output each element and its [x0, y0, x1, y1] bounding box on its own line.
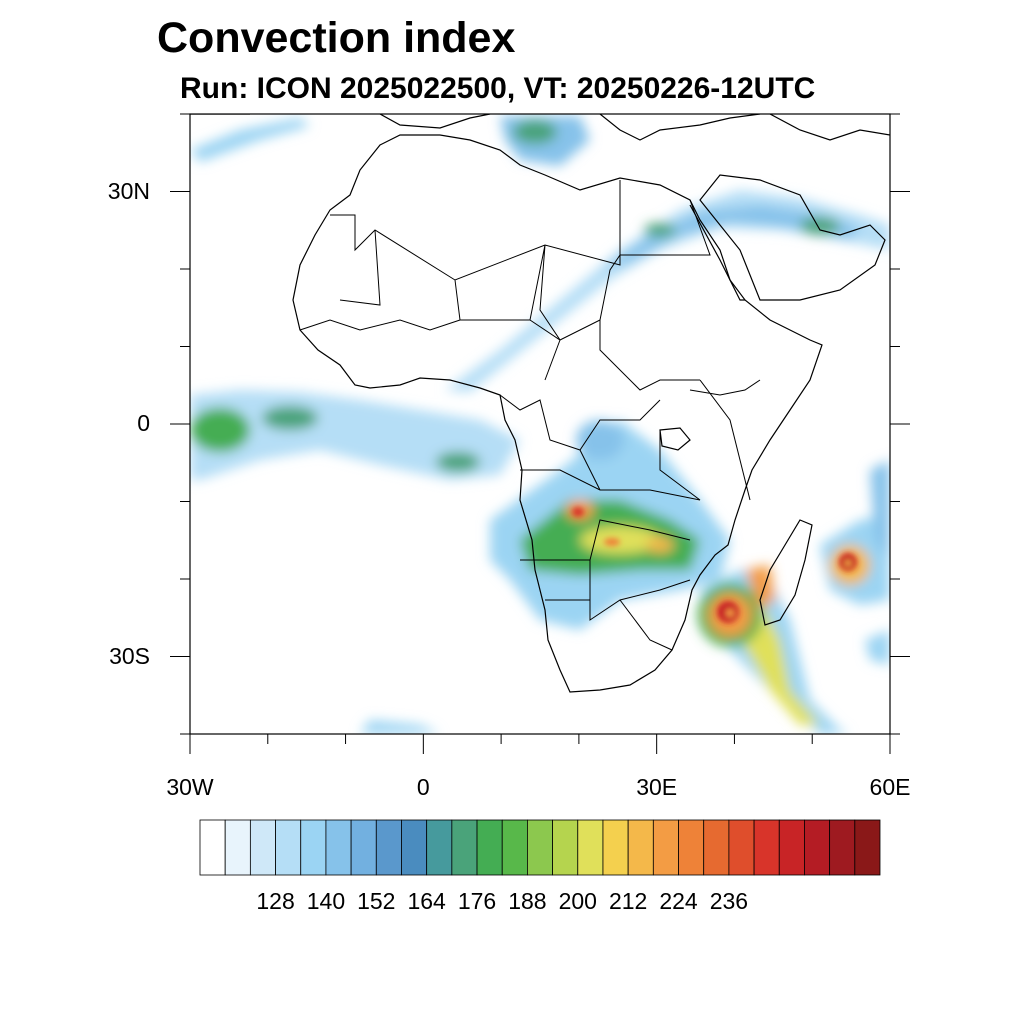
- colorbar-label: 212: [608, 888, 648, 914]
- colorbar-swatch: [199, 819, 226, 876]
- border-east: [659, 379, 761, 501]
- colorbar-swatch: [753, 819, 780, 876]
- atlantic-core-west: [190, 408, 250, 452]
- colorbar-label: 164: [407, 888, 446, 914]
- convection-core-mozambique: [646, 537, 674, 553]
- red-sea-coastline: [689, 204, 745, 301]
- colorbar-label: 224: [659, 888, 698, 914]
- colorbar-swatch: [627, 819, 654, 876]
- cloud-patch-southwest: [360, 720, 440, 734]
- lat-label: 30S: [109, 642, 150, 669]
- colorbar-swatch: [703, 819, 730, 876]
- colorbar-label: 188: [508, 888, 547, 914]
- colorbar-swatch: [249, 819, 276, 876]
- lon-label: 60E: [869, 774, 911, 800]
- colorbar-swatch: [275, 819, 302, 876]
- colorbar-swatch: [451, 819, 478, 876]
- cyclone-east-eye: [845, 560, 851, 566]
- colorbar-label: 176: [457, 888, 497, 914]
- convection-congo: [576, 420, 624, 460]
- colorbar-label: 236: [709, 888, 749, 914]
- lon-label: 0: [416, 774, 430, 800]
- axis-ticks: [170, 113, 910, 754]
- coastlines: [190, 114, 890, 693]
- cyclone-mozambique-eye: [726, 609, 734, 617]
- colorbar-swatch: [804, 819, 831, 876]
- atlantic-core-gulf: [436, 452, 480, 472]
- convection-core-zambia: [580, 526, 660, 554]
- cloud-patch-southeast: [865, 630, 890, 665]
- lake-victoria: [659, 427, 691, 451]
- colorbar-swatch: [678, 819, 705, 876]
- cloud-band-far-east: [870, 460, 890, 560]
- border-southern: [520, 519, 691, 651]
- colorbar-swatch: [778, 819, 805, 876]
- border-central: [499, 394, 701, 501]
- atlantic-core-mid: [262, 406, 318, 430]
- colorbar-swatch: [501, 819, 528, 876]
- colorbar-swatch: [854, 819, 881, 876]
- colorbar-swatch: [552, 819, 579, 876]
- colorbar-swatch: [577, 819, 604, 876]
- colorbar-swatch: [300, 819, 327, 876]
- colorbar-swatch: [350, 819, 377, 876]
- colorbar-swatch: [426, 819, 453, 876]
- colorbar-swatch: [829, 819, 856, 876]
- colorbar-label: 200: [558, 888, 597, 914]
- colorbar-label: 152: [357, 888, 396, 914]
- jet-core-arabia: [800, 217, 840, 235]
- convection-field: [190, 114, 890, 734]
- colorbar-swatch: [375, 819, 402, 876]
- colorbar-label: 140: [306, 888, 346, 914]
- colorbar-swatch: [476, 819, 503, 876]
- chart-subtitle: Run: ICON 2025022500, VT: 20250226-12UTC: [180, 72, 816, 105]
- colorbar-swatch: [527, 819, 553, 876]
- jet-core-egypt: [644, 223, 676, 237]
- colorbar-swatch: [325, 819, 352, 876]
- country-borders: [299, 180, 761, 651]
- colorbar: [199, 819, 881, 876]
- colorbar-label: 128: [256, 888, 295, 914]
- cloud-core-central-med: [513, 120, 557, 144]
- europe-coastline: [190, 114, 890, 141]
- colorbar-swatch: [224, 819, 251, 876]
- colorbar-swatch: [652, 819, 679, 876]
- cloud-band-mediterranean: [190, 118, 310, 162]
- chart-title: Convection index: [157, 14, 516, 62]
- colorbar-swatch: [602, 819, 629, 876]
- convection-hotspot-angola: [572, 507, 584, 517]
- convection-hotspot-zambia: [604, 538, 620, 546]
- madagascar-coastline: [759, 519, 813, 626]
- jet-cloud-band-core: [600, 205, 860, 270]
- lon-label: 30W: [166, 774, 214, 800]
- border-sahel: [299, 199, 711, 391]
- colorbar-swatch: [728, 819, 755, 876]
- lat-label: 30N: [107, 177, 150, 204]
- arabia-coastline: [699, 174, 886, 301]
- lat-label: 0: [137, 410, 150, 436]
- border-sahara: [330, 180, 621, 381]
- colorbar-swatch: [401, 819, 428, 876]
- lon-label: 30E: [636, 774, 678, 800]
- africa-coastline: [292, 134, 823, 693]
